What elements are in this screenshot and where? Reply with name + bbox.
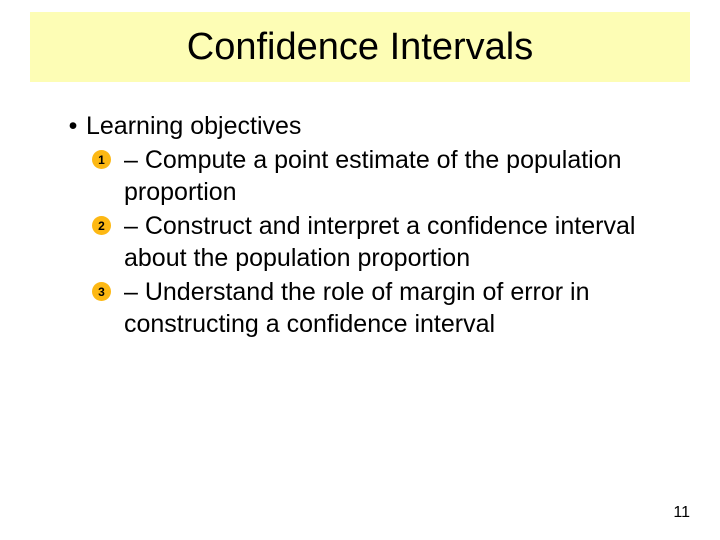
heading-row: • Learning objectives (60, 110, 680, 142)
objective-badge: 1 (92, 150, 111, 169)
objectives-list: 1 – Compute a point estimate of the popu… (92, 144, 680, 340)
heading-text: Learning objectives (86, 110, 301, 142)
slide-title: Confidence Intervals (187, 26, 533, 69)
page-number: 11 (673, 504, 690, 522)
objective-text: – Construct and interpret a confidence i… (124, 212, 635, 272)
bullet-dot: • (60, 110, 86, 142)
objective-item: 3 – Understand the role of margin of err… (92, 276, 680, 340)
objective-item: 2 – Construct and interpret a confidence… (92, 210, 680, 274)
objective-item: 1 – Compute a point estimate of the popu… (92, 144, 680, 208)
objective-text: – Compute a point estimate of the popula… (124, 146, 622, 206)
title-band: Confidence Intervals (30, 12, 690, 82)
objective-badge: 2 (92, 216, 111, 235)
objective-badge: 3 (92, 282, 111, 301)
slide-content: • Learning objectives 1 – Compute a poin… (60, 110, 680, 342)
objective-text: – Understand the role of margin of error… (124, 278, 590, 338)
